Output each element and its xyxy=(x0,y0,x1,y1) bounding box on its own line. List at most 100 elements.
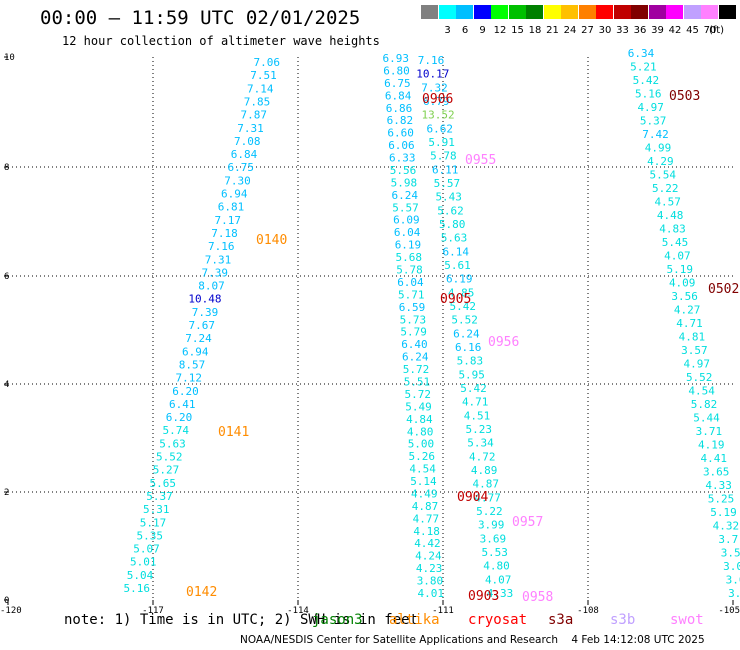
wave-height-value: 5.91 xyxy=(428,136,455,149)
legend-label: 24 xyxy=(563,25,577,36)
wave-height-value: 5.56 xyxy=(390,164,417,177)
legend-swatch xyxy=(718,5,736,19)
y-tick-label: 8 xyxy=(4,163,9,173)
wave-height-value: 4.32 xyxy=(713,520,740,533)
wave-height-value: 5.74 xyxy=(163,424,190,437)
wave-height-value: 5.63 xyxy=(441,232,468,245)
wave-height-value: 7.51 xyxy=(250,69,277,82)
overpass-time-label: 0905 xyxy=(440,292,471,307)
overpass-time-label: 0906 xyxy=(422,92,453,107)
wave-height-value: 5.19 xyxy=(710,506,737,519)
wave-height-value: 4.29 xyxy=(647,155,674,168)
wave-height-value: 5.49 xyxy=(405,400,432,413)
wave-height-value: 5.45 xyxy=(662,236,689,249)
wave-height-value: 5.16 xyxy=(635,88,662,101)
wave-height-value: 3.80 xyxy=(417,575,444,588)
wave-height-value: 5.25 xyxy=(708,493,735,506)
wave-height-value: 4.33 xyxy=(705,479,732,492)
wave-height-value: 3.5 xyxy=(721,547,740,560)
wave-height-value: 5.42 xyxy=(633,74,660,87)
legend-label: 3 xyxy=(444,25,451,36)
wave-height-value: 6.09 xyxy=(393,214,420,227)
wave-height-value: 6.33 xyxy=(389,152,416,165)
wave-height-value: 13.52 xyxy=(422,109,455,122)
wave-height-value: 7.31 xyxy=(237,122,264,135)
wave-height-value: 6.16 xyxy=(455,341,482,354)
legend-swatch xyxy=(526,5,543,19)
wave-height-value: 4.83 xyxy=(659,223,686,236)
wave-height-value: 3.99 xyxy=(478,519,505,532)
wave-height-value: 8.07 xyxy=(198,280,225,293)
wave-height-value: 4.77 xyxy=(474,491,501,504)
x-tick-label: -108 xyxy=(577,606,599,616)
wave-height-value: 4.54 xyxy=(688,385,715,398)
legend-label: 30 xyxy=(598,25,612,36)
footer-note: note: 1) Time is in UTC; 2) SWH is in fe… xyxy=(64,612,419,628)
overpass-time-label: 0142 xyxy=(186,585,217,600)
wave-height-value: 5.53 xyxy=(481,546,508,559)
y-tick-label: 4 xyxy=(4,380,9,390)
wave-height-value: 4.87 xyxy=(412,500,439,513)
wave-height-value: 6.80 xyxy=(383,64,410,77)
y-tick-label: 6 xyxy=(4,272,9,282)
wave-height-value: 4.54 xyxy=(409,463,436,476)
wave-height-value: 5.07 xyxy=(133,543,160,556)
wave-height-value: 6.60 xyxy=(387,127,414,140)
legend-label: 42 xyxy=(668,25,682,36)
wave-height-value: 7.16 xyxy=(208,240,235,253)
legend-label: 27 xyxy=(581,25,594,36)
y-tick-label: 10 xyxy=(4,53,15,63)
wave-height-value: 3.56 xyxy=(671,290,698,303)
wave-height-value: 5.68 xyxy=(396,251,423,264)
wave-height-value: 7.18 xyxy=(211,227,238,240)
y-tick-label: 0 xyxy=(4,596,9,606)
wave-height-value: 6.20 xyxy=(166,411,193,424)
wave-height-value: 5.16 xyxy=(124,582,151,595)
wave-height-value: 4.80 xyxy=(407,425,434,438)
legend-label: 33 xyxy=(616,25,629,36)
wave-height-value: 7.06 xyxy=(254,56,281,69)
wave-height-value: 4.57 xyxy=(654,196,681,209)
wave-height-value: 6.24 xyxy=(402,351,429,364)
wave-height-value: 6.34 xyxy=(628,47,655,60)
wave-height-value: 5.78 xyxy=(396,264,423,277)
wave-height-value: 4.27 xyxy=(674,304,701,317)
legend-swatch xyxy=(596,5,613,19)
wave-height-value: 7.08 xyxy=(234,135,261,148)
wave-height-value: 4.77 xyxy=(413,512,440,525)
wave-height-value: 5.65 xyxy=(150,477,177,490)
wave-height-value: 6.40 xyxy=(401,338,428,351)
wave-height-value: 6.84 xyxy=(385,89,412,102)
wave-height-value: 5.83 xyxy=(457,355,484,368)
legend-unit: (ft) xyxy=(709,25,725,36)
wave-height-value: 6.06 xyxy=(388,139,415,152)
wave-height-value: 5.37 xyxy=(146,490,173,503)
wave-height-value: 4.97 xyxy=(684,358,711,371)
wave-height-value: 3.65 xyxy=(703,466,730,479)
legend-swatch xyxy=(543,5,561,19)
wave-height-value: 4.23 xyxy=(416,562,443,575)
wave-height-value: 7.17 xyxy=(215,214,242,227)
legend-swatch xyxy=(683,5,701,19)
wave-height-value: 5.42 xyxy=(460,382,487,395)
legend-label: 39 xyxy=(651,25,664,36)
wave-height-value: 4.24 xyxy=(415,550,442,563)
legend-label: 36 xyxy=(633,25,647,36)
wave-height-value: 6.24 xyxy=(453,327,480,340)
satellite-label-altika: altika xyxy=(389,612,440,628)
wave-height-value: 5.61 xyxy=(444,259,471,272)
wave-height-value: 3.57 xyxy=(681,344,708,357)
overpass-time-label: 0904 xyxy=(457,490,488,505)
legend-swatch xyxy=(491,5,508,19)
wave-height-value: 4.81 xyxy=(679,331,706,344)
wave-height-value: 6.41 xyxy=(169,398,196,411)
legend-swatch xyxy=(438,5,456,19)
wave-height-value: 4.89 xyxy=(471,464,498,477)
wave-height-value: 10.48 xyxy=(188,293,221,306)
wave-height-value: 6.75 xyxy=(384,77,411,90)
wave-height-value: 7.42 xyxy=(642,128,669,141)
wave-height-value: 4.99 xyxy=(645,142,672,155)
satellite-label-s3a: s3a xyxy=(548,612,574,628)
wave-height-value: 4.49 xyxy=(411,488,438,501)
